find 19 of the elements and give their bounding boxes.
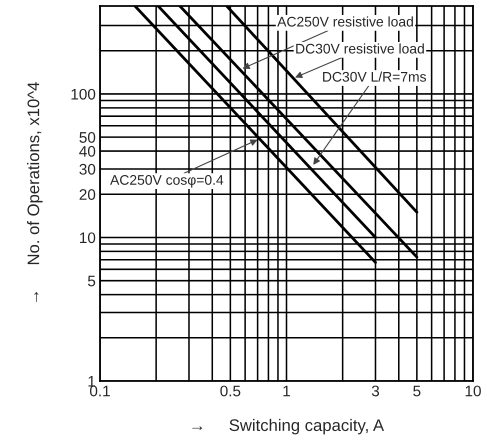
annotation: AC250V resistive load <box>277 16 413 27</box>
x-tick-label: 3 <box>372 386 380 396</box>
annotation: DC30V resistive load <box>296 43 424 54</box>
x-tick-label: 0.5 <box>220 386 240 396</box>
y-tick-label: 30 <box>79 164 96 175</box>
y-tick-label: 5 <box>88 276 96 286</box>
annotation: DC30V L/R=7ms <box>323 72 426 82</box>
y-tick-label: 20 <box>80 189 96 200</box>
y-axis-title: → No. of Operations, x10^4 <box>27 82 43 302</box>
y-tick-label: 10 <box>80 232 96 244</box>
y-tick-label: 40 <box>79 146 96 157</box>
x-tick-label: 0.1 <box>90 386 110 396</box>
y-tick-label: 100 <box>72 88 96 100</box>
x-axis-title: → Switching capacity, A <box>192 418 384 434</box>
x-tick-label: 1 <box>283 386 290 396</box>
x-tick-label: 10 <box>466 386 481 396</box>
annotation: AC250V cosφ=0.4 <box>110 175 224 188</box>
x-tick-label: 5 <box>413 386 420 396</box>
y-tick-label: 50 <box>79 132 96 143</box>
